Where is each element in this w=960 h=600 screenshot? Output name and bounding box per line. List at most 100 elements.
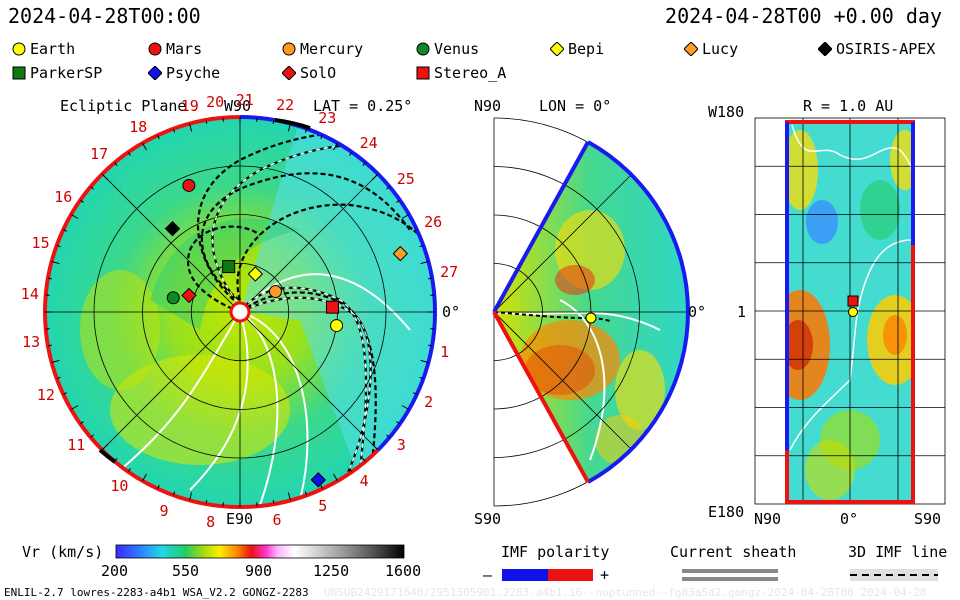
legend-label: ParkerSP	[30, 64, 103, 82]
colorbar-tick-1600: 1600	[385, 562, 422, 580]
rim-tick	[56, 376, 61, 380]
imf-polarity-positive	[548, 569, 593, 581]
footer-right: UNSUB2429171640/2951305901.2283-a4b1.16-…	[324, 586, 927, 599]
sphere-x-label-n90: N90	[754, 510, 782, 528]
meridional-lon-label: LON = 0°	[539, 97, 612, 115]
marker-lucy	[392, 245, 409, 262]
imf-line-title: 3D IMF line	[848, 543, 948, 561]
legend-label: Stereo_A	[434, 64, 507, 82]
ecliptic-bottom-label: E90	[226, 510, 254, 528]
carrington-label: 12	[36, 385, 55, 404]
legend-item-mars: Mars	[148, 40, 202, 58]
rim-tick	[420, 359, 429, 363]
rim-tick	[114, 162, 118, 167]
carrington-label: 25	[396, 169, 415, 188]
sphere-plot	[754, 117, 946, 505]
sphere-x-label-s90: S90	[914, 510, 942, 528]
legend-marker-icon	[416, 66, 430, 80]
rim-tick	[362, 457, 366, 462]
legend-item-osiris-apex: OSIRIS-APEX	[818, 40, 935, 58]
ecliptic-top-label: W90	[224, 97, 252, 115]
legend-label: Psyche	[166, 64, 221, 82]
rim-tick	[349, 151, 353, 156]
carrington-label: 8	[206, 513, 216, 532]
marker-osiris-apex	[164, 220, 181, 237]
carrington-label: 20	[206, 92, 225, 111]
rim-tick	[90, 186, 95, 190]
legend-item-solo: SolO	[282, 64, 336, 82]
rim-tick	[412, 392, 417, 395]
rim-tick	[157, 135, 160, 140]
rim-tick	[272, 500, 275, 505]
legend-item-psyche: Psyche	[148, 64, 220, 82]
rim-tick	[142, 473, 147, 482]
legend-label: SolO	[300, 64, 337, 82]
carrington-label: 13	[22, 332, 41, 351]
rim-tick	[63, 229, 68, 232]
legend-marker-icon	[12, 42, 26, 56]
marker-psyche	[310, 472, 326, 488]
carrington-label: 3	[396, 436, 406, 455]
timestamp-right: 2024-04-28T00 +0.00 day	[665, 4, 942, 28]
marker-parkersp	[222, 260, 236, 274]
body-markers	[164, 178, 859, 488]
legend-marker-icon	[684, 42, 698, 56]
current-sheath-sample-2	[682, 577, 778, 581]
rim-tick	[304, 491, 308, 496]
imf-polarity-title: IMF polarity	[501, 543, 610, 561]
rim-tick	[419, 376, 424, 380]
rim-tick	[47, 277, 52, 280]
sphere-title: R = 1.0 AU	[803, 97, 894, 115]
carrington-label: 26	[424, 213, 443, 232]
rim-tick	[320, 135, 323, 140]
rim-tick	[47, 344, 52, 347]
legend-label: Mercury	[300, 40, 364, 58]
imf-polarity-plus: +	[600, 566, 610, 584]
ecliptic-right-label: 0°	[442, 303, 461, 321]
rim-tick	[287, 123, 291, 132]
sphere-mid-label: 1	[737, 303, 747, 321]
marker-earth	[585, 312, 597, 324]
rim-tick	[205, 119, 208, 124]
marker-earth	[330, 319, 344, 333]
rim-tick	[114, 457, 118, 462]
rim-tick	[412, 229, 417, 232]
meridional-top-label: N90	[474, 97, 502, 115]
carrington-label: 23	[318, 109, 337, 128]
rim-tick	[320, 484, 323, 489]
legend-item-lucy: Lucy	[684, 40, 738, 58]
current-sheath-sample	[682, 569, 778, 573]
imf-line-sample-bg	[850, 569, 938, 581]
meridional-plot	[492, 117, 691, 507]
carrington-label: 24	[359, 133, 378, 152]
ecliptic-lat-label: LAT = 0.25°	[313, 97, 413, 115]
rim-tick	[401, 214, 410, 219]
legend-label: OSIRIS-APEX	[836, 40, 936, 58]
legend-item-bepi: Bepi	[550, 40, 604, 58]
rim-tick	[371, 173, 379, 181]
legend-item-earth: Earth	[12, 40, 75, 58]
rim-tick	[396, 421, 401, 425]
carrington-label: 2	[424, 392, 434, 411]
legend-label: Mars	[166, 40, 203, 58]
sphere-top-left-label: W180	[708, 103, 745, 121]
imf-polarity-minus: –	[483, 566, 493, 584]
marker-mars	[182, 178, 196, 192]
rim-tick	[172, 491, 176, 496]
rim-tick	[79, 421, 84, 425]
carrington-label: 22	[276, 95, 295, 114]
carrington-label: 18	[129, 117, 148, 136]
ecliptic-title: Ecliptic Plane	[60, 97, 187, 115]
rim-tick	[127, 468, 131, 473]
legend-marker-icon	[12, 66, 26, 80]
carrington-label: 15	[31, 233, 50, 252]
rim-tick	[362, 162, 366, 167]
rim-tick	[396, 199, 401, 203]
carrington-label: 9	[159, 502, 169, 521]
carrington-label: 16	[54, 187, 73, 206]
carrington-label: 27	[440, 262, 459, 281]
legend-label: Bepi	[568, 40, 605, 58]
rim-tick	[157, 484, 160, 489]
marker-stereo-a	[847, 295, 859, 307]
